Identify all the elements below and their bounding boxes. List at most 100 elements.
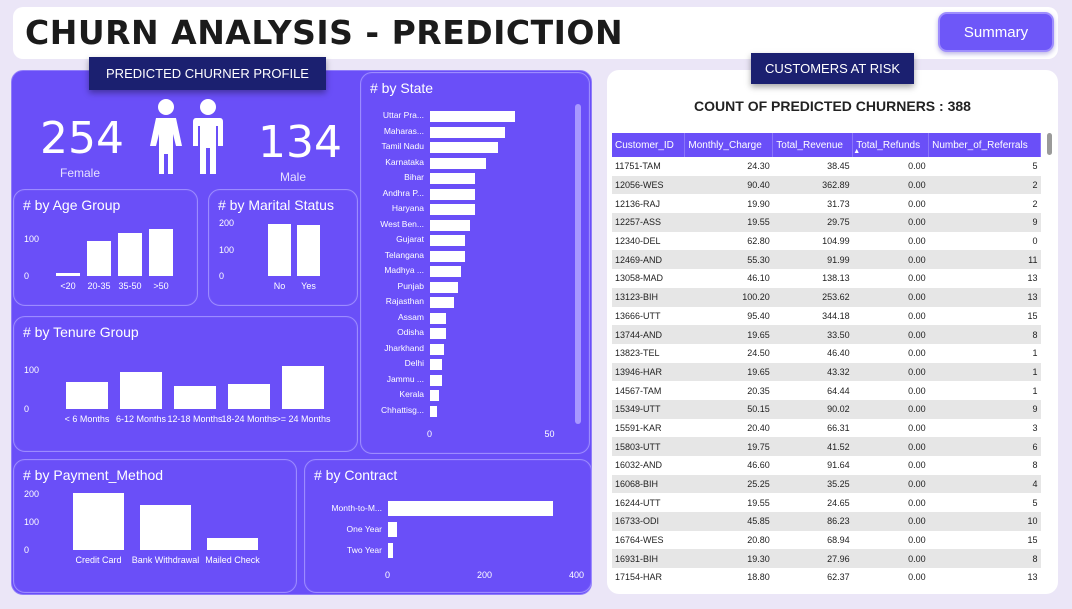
table-row[interactable]: 13123-BIH 100.20 253.62 0.00 13	[612, 287, 1041, 307]
table-cell: 3	[1032, 422, 1038, 433]
contract-xtick: 200	[477, 570, 493, 580]
state-bar	[430, 328, 447, 339]
table-row[interactable]: 13946-HAR 19.65 43.32 0.00 1	[612, 362, 1041, 382]
table-row[interactable]: 12257-ASS 19.55 29.75 0.00 9	[612, 213, 1041, 232]
table-row[interactable]: 15349-UTT 50.15 90.02 0.00 9	[612, 399, 1041, 419]
state-bar	[430, 405, 438, 417]
table-row[interactable]: 12056-WES 90.40 362.89 0.00 2	[612, 175, 1041, 195]
table-row[interactable]: 13666-UTT 95.40 344.18 0.00 15	[612, 307, 1041, 326]
state-category-label: Kerala	[399, 389, 424, 399]
table-cell: 344.18	[822, 310, 850, 321]
column-header[interactable]: Total_Revenue	[772, 133, 854, 157]
table-cell: 0.00	[852, 437, 929, 456]
table-cell: 1	[1032, 385, 1038, 396]
table-row[interactable]: 16764-WES 20.80 68.94 0.00 15	[612, 531, 1041, 550]
age_group-bar	[118, 233, 142, 276]
payment-bar	[73, 492, 124, 550]
table-cell: 20.35	[747, 385, 770, 396]
table-cell: 0	[1032, 236, 1038, 247]
state-scrollbar[interactable]	[575, 104, 581, 424]
table-row[interactable]: 16244-UTT 19.55 24.65 0.00 5	[612, 493, 1041, 512]
table-cell: 90.02	[772, 399, 853, 419]
table-row[interactable]: 15803-UTT 19.75 41.52 0.00 6	[612, 437, 1041, 456]
profile-ribbon: PREDICTED CHURNER PROFILE	[89, 57, 326, 90]
table-cell: 12257-ASS	[612, 213, 685, 232]
state-category-label: Assam	[398, 311, 424, 322]
page-title: CHURN ANALYSIS - PREDICTION	[25, 13, 624, 52]
table-body: 11751-TAM 24.30 38.45 0.00 5 12056-WES 90.40 36…	[612, 157, 1041, 587]
table-cell: 0.00	[908, 348, 926, 359]
table-cell: 46.60	[747, 460, 770, 471]
state-category-label: Bihar	[404, 172, 424, 182]
table-cell: 19.65	[684, 325, 773, 344]
customers-table: Customer_ID Monthly_Charge Total_Revenue To…	[612, 133, 1041, 587]
table-row[interactable]: 12469-AND 55.30 91.99 0.00 11	[612, 250, 1041, 270]
state-category-label: Tamil Nadu	[381, 141, 424, 151]
table-cell: 17154-HAR	[615, 572, 663, 583]
age_group-category-label: 20-35	[87, 281, 111, 291]
table-row[interactable]: 17154-HAR 18.80 62.37 0.00 13	[612, 568, 1041, 587]
marital-ytick: 200	[219, 218, 235, 228]
table-row[interactable]: 16068-BIH 25.25 35.25 0.00 4	[612, 474, 1041, 494]
male-count: 134	[258, 117, 342, 168]
column-header[interactable]: Customer_ID	[612, 133, 686, 157]
column-header[interactable]: Number_of_Referrals	[928, 133, 1041, 157]
state-category-label: Jharkhand	[384, 342, 424, 353]
contract-title: # by Contract	[314, 467, 398, 483]
state-category-label: Madhya ...	[384, 265, 424, 275]
column-header[interactable]: Total_Refunds ▲	[852, 133, 930, 157]
state-bar	[430, 235, 466, 246]
table-cell: 0.00	[852, 512, 929, 531]
table-cell: 13	[928, 287, 1041, 307]
table-row[interactable]: 12136-RAJ 19.90 31.73 0.00 2	[612, 194, 1041, 213]
table-row[interactable]: 13744-AND 19.65 33.50 0.00 8	[612, 325, 1041, 344]
table-row[interactable]: 16931-BIH 19.30 27.96 0.00 8	[612, 549, 1041, 569]
tenure-category-label: 6-12 Months	[115, 414, 167, 424]
table-cell: 0.00	[908, 385, 926, 396]
table-cell: 0.00	[852, 362, 929, 382]
age_group-bar	[149, 228, 173, 276]
table-row[interactable]: 12340-DEL 62.80 104.99 0.00 0	[612, 232, 1041, 251]
state-category-label: Haryana	[391, 203, 424, 213]
state-bar	[430, 219, 470, 231]
payment-category-label: Credit Card	[75, 555, 122, 565]
table-row[interactable]: 15591-KAR 20.40 66.31 0.00 3	[612, 419, 1041, 438]
table-cell: 5	[1032, 497, 1038, 508]
tenure-bar	[228, 384, 270, 409]
table-cell: 16244-UTT	[615, 497, 661, 508]
table-cell: 12340-DEL	[615, 236, 661, 247]
age_group-ytick: 0	[24, 271, 30, 281]
table-cell: 15349-UTT	[612, 399, 685, 419]
table-row[interactable]: 16733-ODI 45.85 86.23 0.00 10	[612, 512, 1041, 531]
table-row[interactable]: 16032-AND 46.60 91.64 0.00 8	[612, 456, 1041, 475]
table-cell: 62.37	[827, 572, 850, 583]
column-header[interactable]: Monthly_Charge	[684, 133, 774, 157]
table-row[interactable]: 11751-TAM 24.30 38.45 0.00 5	[612, 157, 1041, 176]
state-category-label: Karnataka	[385, 156, 424, 167]
state-category-label: Punjab	[397, 280, 424, 291]
table-cell: 13	[1027, 273, 1038, 284]
table-cell: 9	[928, 213, 1041, 232]
tenure-ytick: 100	[24, 365, 40, 375]
table-row[interactable]: 14567-TAM 20.35 64.44 0.00 1	[612, 381, 1041, 400]
state-bar	[430, 188, 475, 200]
payment-category-label: Bank Withdrawal	[131, 555, 200, 565]
table-cell: 8	[928, 549, 1041, 569]
table-cell: 11751-TAM	[615, 161, 661, 172]
contract-bar	[388, 522, 398, 537]
age_group-category-label: 35-50	[118, 281, 142, 291]
summary-button[interactable]: Summary	[938, 12, 1054, 52]
table-cell: 91.99	[772, 250, 853, 270]
table-cell: 15803-UTT	[612, 437, 685, 456]
customers-at-risk-panel: COUNT OF PREDICTED CHURNERS : 388 Custom…	[607, 70, 1058, 594]
marital-bar	[268, 224, 291, 276]
table-row[interactable]: 13823-TEL 24.50 46.40 0.00 1	[612, 344, 1041, 363]
table-cell: 2	[928, 175, 1041, 195]
tenure-category-label: >= 24 Months	[275, 414, 331, 424]
state-bar	[430, 281, 459, 293]
table-cell: 86.23	[772, 512, 853, 531]
table-cell: 6	[928, 437, 1041, 456]
table-row[interactable]: 13058-MAD 46.10 138.13 0.00 13	[612, 269, 1041, 288]
payment-bar	[207, 538, 258, 550]
table-scrollbar[interactable]	[1047, 133, 1052, 155]
